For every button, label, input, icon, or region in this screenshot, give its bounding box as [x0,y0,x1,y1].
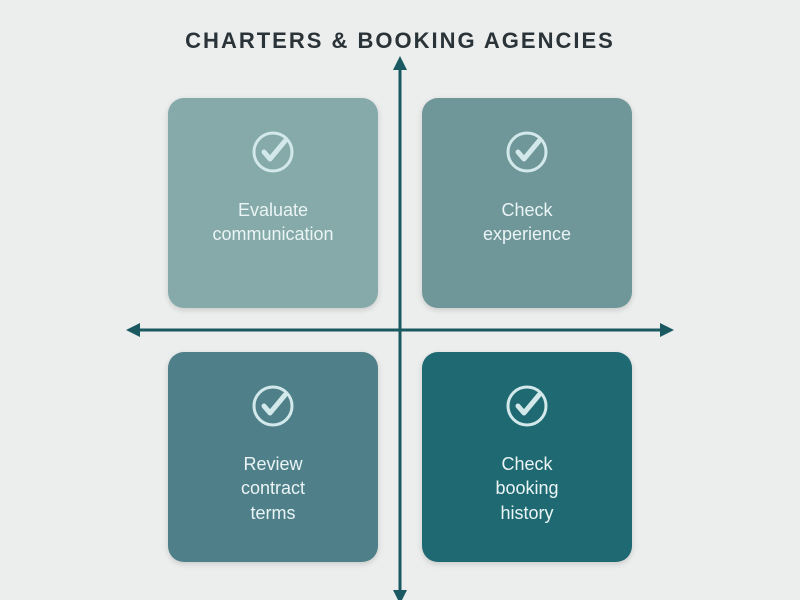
quadrant-label: Evaluate communication [192,198,353,247]
axis-vertical [399,64,402,596]
quadrant-top-left: Evaluate communication [168,98,378,308]
arrow-left-icon [126,323,140,337]
arrow-right-icon [660,323,674,337]
quadrant-label: Review contract terms [221,452,325,525]
quadrant-bottom-left: Review contract terms [168,352,378,562]
arrow-up-icon [393,56,407,70]
quadrant-label: Check experience [463,198,591,247]
checkmark-icon [249,382,297,430]
arrow-down-icon [393,590,407,600]
checkmark-icon [503,382,551,430]
quadrant-top-right: Check experience [422,98,632,308]
quadrant-diagram: Evaluate communication Check experience … [150,80,650,580]
checkmark-icon [503,128,551,176]
page-title: CHARTERS & BOOKING AGENCIES [0,28,800,54]
quadrant-label: Check booking history [475,452,578,525]
checkmark-icon [249,128,297,176]
quadrant-bottom-right: Check booking history [422,352,632,562]
